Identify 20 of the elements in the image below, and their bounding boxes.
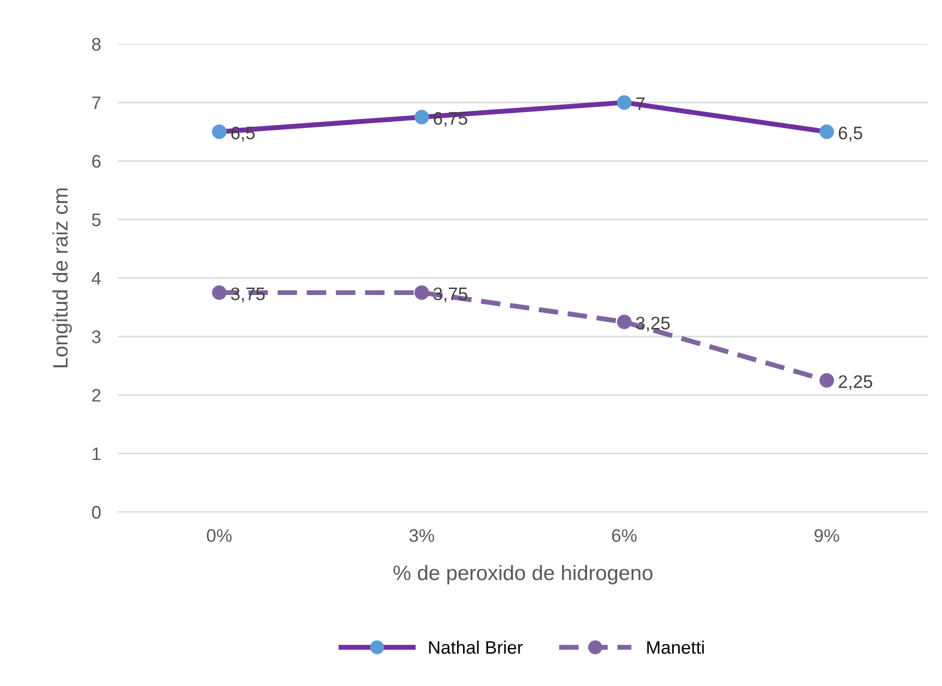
x-tick-label: 3%: [409, 529, 434, 542]
data-label: 2,25: [838, 375, 872, 390]
legend-label: Manetti: [647, 640, 704, 654]
x-tick-label: 9%: [814, 529, 840, 542]
y-tick-label: 5: [92, 214, 101, 226]
data-label: 6,5: [838, 126, 862, 142]
x-tick-label: 0%: [206, 529, 232, 542]
y-tick-label: 6: [92, 154, 101, 168]
x-axis-title: % de peroxido de hidrogeno: [393, 564, 652, 584]
y-tick-label: 0: [92, 506, 101, 519]
y-tick-label: 1: [92, 448, 100, 460]
data-label: 3,25: [636, 316, 670, 332]
y-tick-label: 8: [92, 38, 101, 51]
y-tick-label: 4: [92, 272, 101, 285]
y-tick-label: 7: [92, 96, 100, 110]
y-tick-label: 3: [92, 330, 101, 344]
y-axis-title: Longitud de raiz cm: [52, 188, 72, 368]
legend-label: Nathal Brier: [429, 640, 523, 654]
x-tick-label: 6%: [612, 529, 637, 542]
y-tick-label: 2: [92, 388, 100, 402]
